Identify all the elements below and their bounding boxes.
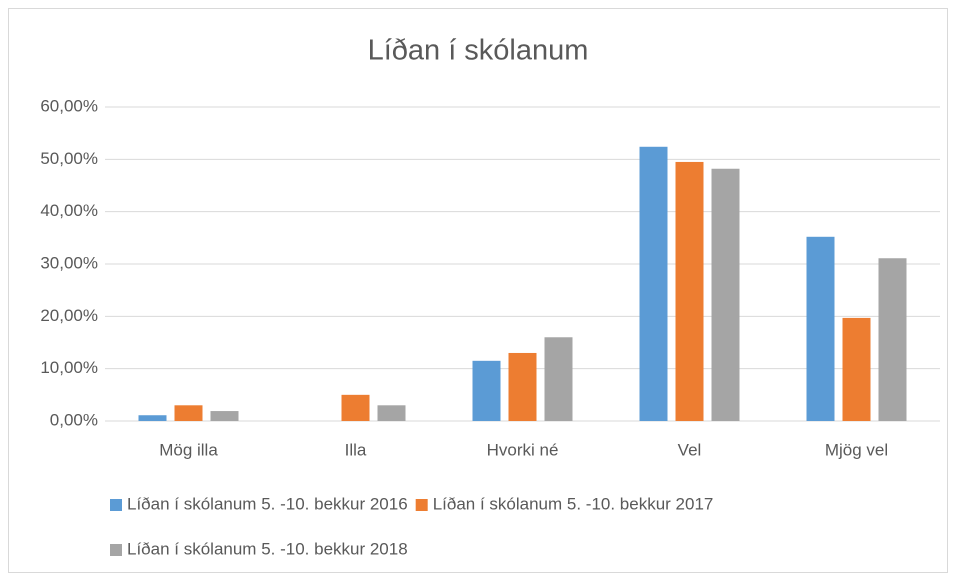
bar — [138, 415, 167, 421]
bar — [878, 258, 907, 421]
bar — [341, 394, 370, 421]
bar — [639, 146, 668, 422]
legend-label: Líðan í skólanum 5. -10. bekkur 2016 — [127, 494, 408, 513]
bar — [174, 405, 203, 421]
bar — [675, 161, 704, 421]
x-tick-label: Hvorki né — [487, 440, 559, 459]
y-tick-label: 40,00% — [40, 201, 98, 220]
y-tick-label: 60,00% — [40, 96, 98, 115]
bar — [842, 317, 871, 421]
legend-label: Líðan í skólanum 5. -10. bekkur 2018 — [127, 539, 408, 558]
chart-border — [8, 8, 948, 573]
legend-swatch — [110, 544, 122, 556]
legend-swatch — [415, 499, 428, 511]
y-tick-label: 10,00% — [40, 358, 98, 377]
x-tick-label: Mög illa — [159, 440, 218, 459]
legend-swatch — [110, 499, 122, 511]
y-tick-label: 20,00% — [40, 306, 98, 325]
bar — [806, 236, 835, 421]
bar — [508, 352, 537, 421]
bar — [544, 337, 573, 421]
bar — [711, 168, 740, 421]
chart-title: Líðan í skólanum — [368, 35, 589, 67]
y-tick-label: 50,00% — [40, 149, 98, 168]
y-tick-label: 0,00% — [50, 410, 98, 429]
x-tick-label: Illa — [345, 440, 367, 459]
x-tick-label: Mjög vel — [825, 440, 888, 459]
bar — [377, 405, 406, 421]
y-tick-label: 30,00% — [40, 253, 98, 272]
legend-label: Líðan í skólanum 5. -10. bekkur 2017 — [433, 494, 714, 513]
x-tick-label: Vel — [678, 440, 702, 459]
bar — [210, 411, 239, 421]
bar — [472, 360, 501, 421]
